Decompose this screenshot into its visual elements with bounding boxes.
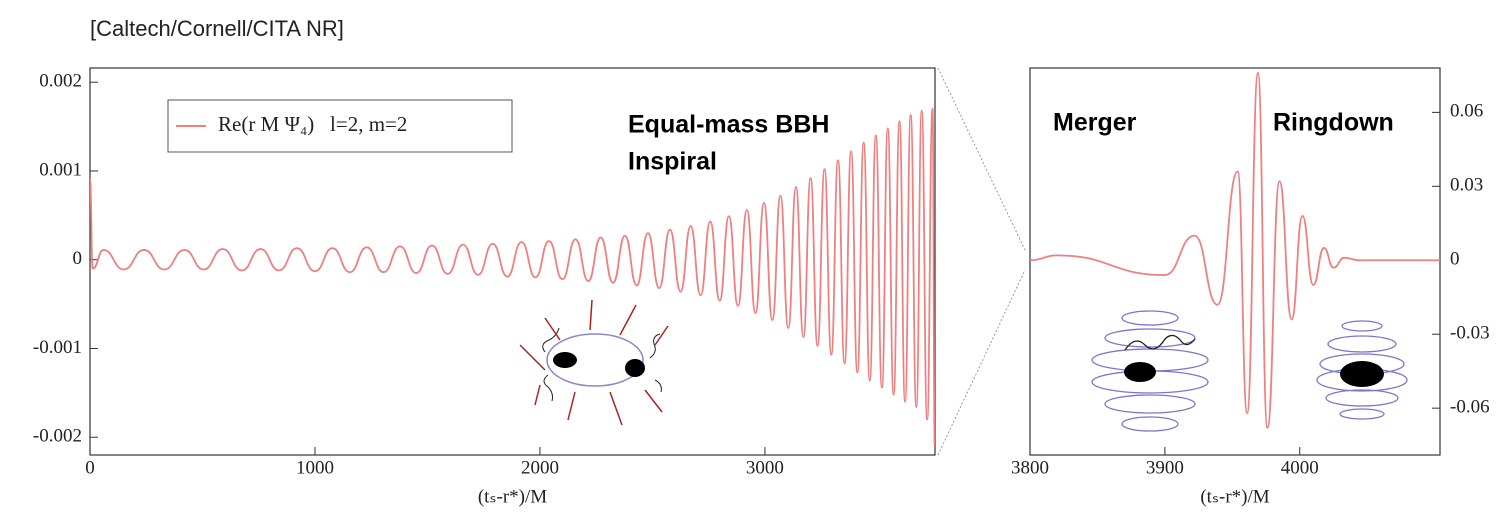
inspiral-illustration [519, 299, 669, 426]
y-tick-label: 0.06 [1450, 101, 1483, 122]
y-tick-label: 0.002 [39, 71, 82, 92]
y-tick-label: -0.002 [33, 426, 82, 447]
x-tick-label: 1000 [296, 457, 334, 478]
annotation: Ringdown [1273, 109, 1394, 137]
y-tick-label: 0.03 [1450, 175, 1483, 196]
legend-box [167, 99, 513, 153]
waveform-line [1030, 72, 1440, 429]
waveform-line [90, 107, 935, 448]
x-axis-label: (tₛ-r*)/M [1200, 486, 1269, 507]
x-tick-label: 4000 [1281, 457, 1319, 478]
plot-frame [1029, 67, 1441, 456]
x-tick-label: 3900 [1146, 457, 1184, 478]
x-axis-label: (tₛ-r*)/M [478, 486, 547, 507]
zoom-connector [937, 269, 1026, 456]
x-tick-label: 3000 [746, 457, 784, 478]
source-label: [Caltech/Cornell/CITA NR] [90, 16, 344, 41]
ringdown-illustration [1316, 320, 1408, 420]
y-tick-label: -0.03 [1450, 323, 1490, 344]
legend-label: Re(r M Ψ₄) l=2, m=2 [218, 112, 407, 136]
annotation: Inspiral [628, 148, 717, 176]
zoom-connector [937, 67, 1026, 251]
plot-frame [89, 67, 936, 456]
y-tick-label: -0.06 [1450, 397, 1490, 418]
annotation: Equal-mass BBH [628, 111, 829, 139]
merger-illustration [1091, 310, 1209, 432]
annotation: Merger [1053, 109, 1137, 137]
x-tick-label: 3800 [1011, 457, 1049, 478]
y-tick-label: -0.001 [33, 337, 82, 358]
x-tick-label: 2000 [521, 457, 559, 478]
x-tick-label: 0 [85, 457, 95, 478]
y-tick-label: 0 [1450, 249, 1460, 270]
y-tick-label: 0.001 [39, 159, 82, 180]
y-tick-label: 0 [73, 248, 83, 269]
